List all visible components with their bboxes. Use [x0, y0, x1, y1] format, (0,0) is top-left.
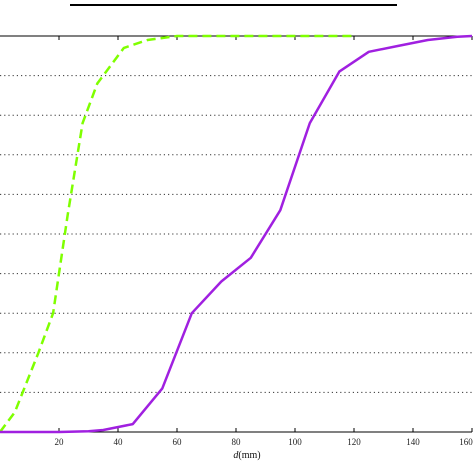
series-group [0, 34, 473, 434]
x-axis-unit: (mm) [238, 450, 260, 461]
x-tick-label-140: 140 [406, 437, 420, 447]
x-tick-label-120: 120 [347, 437, 361, 447]
x-tick-label-40: 40 [114, 437, 124, 447]
tick-labels: 20 40 60 80 100 120 140 160 [55, 437, 474, 447]
x-tick-label-160: 160 [459, 437, 473, 447]
x-tick-label-60: 60 [173, 437, 183, 447]
x-tick-label-20: 20 [55, 437, 65, 447]
x-tick-label-80: 80 [232, 437, 242, 447]
x-tick-label-100: 100 [288, 437, 302, 447]
grid-lines [0, 75, 472, 393]
series-line-2 [0, 34, 473, 434]
x-axis-title: d(mm) [233, 450, 260, 461]
x-axis-variable: d [233, 450, 239, 461]
